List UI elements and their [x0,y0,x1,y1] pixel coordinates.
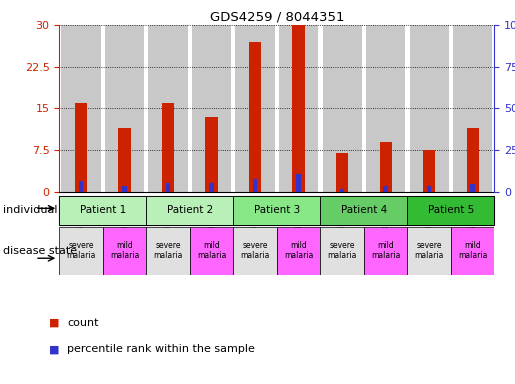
Bar [146,227,190,275]
Bar [166,183,170,192]
Bar [320,227,364,275]
Bar [75,103,87,192]
Text: mild
malaria: mild malaria [284,241,313,260]
Text: Patient 5: Patient 5 [428,205,474,215]
Bar [366,25,405,192]
Bar [205,117,218,192]
Bar [123,186,127,192]
Bar [293,25,305,192]
Bar [190,227,233,275]
Text: mild
malaria: mild malaria [110,241,139,260]
Bar [59,196,146,225]
Bar [253,179,257,192]
Bar [467,128,479,192]
Text: percentile rank within the sample: percentile rank within the sample [67,344,255,354]
Text: mild
malaria: mild malaria [371,241,400,260]
Bar [235,25,274,192]
Bar [249,42,261,192]
Text: individual: individual [3,205,57,215]
Bar [162,103,174,192]
Text: Patient 3: Patient 3 [254,205,300,215]
Text: severe
malaria: severe malaria [328,241,357,260]
Bar [233,227,277,275]
Text: count: count [67,318,98,328]
Bar [79,181,83,192]
Bar [409,25,449,192]
Text: mild
malaria: mild malaria [197,241,226,260]
Bar [320,196,407,225]
Text: severe
malaria: severe malaria [241,241,270,260]
Bar [453,25,492,192]
Bar [61,25,100,192]
Bar [451,227,494,275]
Bar [148,25,187,192]
Text: Patient 4: Patient 4 [341,205,387,215]
Bar [103,227,146,275]
Text: severe
malaria: severe malaria [66,241,96,260]
Text: Patient 1: Patient 1 [80,205,126,215]
Bar [407,196,494,225]
Bar [471,184,475,192]
Bar [384,186,388,192]
Bar [277,227,320,275]
Bar [105,25,144,192]
Text: ■: ■ [49,344,59,354]
Bar [146,196,233,225]
Text: disease state: disease state [3,246,77,256]
Text: mild
malaria: mild malaria [458,241,487,260]
Bar [210,183,214,192]
Text: severe
malaria: severe malaria [415,241,444,260]
Bar [423,150,435,192]
Bar [340,189,344,192]
Text: severe
malaria: severe malaria [153,241,183,260]
Bar [322,25,362,192]
Text: ■: ■ [49,318,59,328]
Bar [233,196,320,225]
Text: Patient 2: Patient 2 [167,205,213,215]
Bar [336,153,348,192]
Bar [427,186,431,192]
Bar [118,128,131,192]
Bar [297,174,301,192]
Bar [279,25,318,192]
Title: GDS4259 / 8044351: GDS4259 / 8044351 [210,11,344,24]
Bar [59,227,103,275]
Bar [380,142,392,192]
Bar [192,25,231,192]
Bar [364,227,407,275]
Bar [407,227,451,275]
